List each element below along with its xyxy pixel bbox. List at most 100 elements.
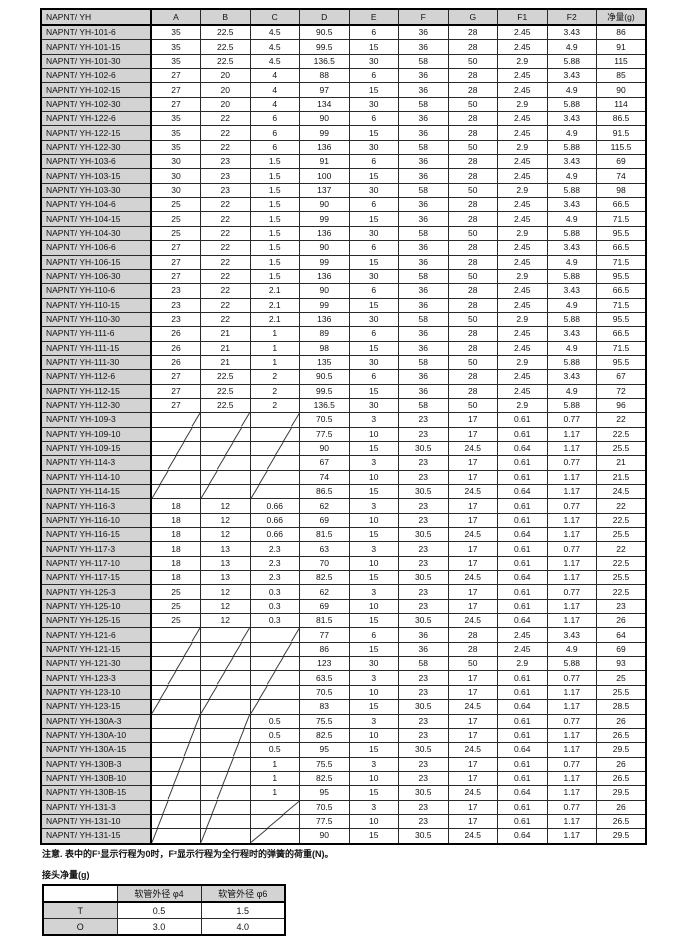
cell: 28	[447, 340, 498, 356]
cell: 97	[299, 82, 350, 98]
cell: 28	[447, 154, 498, 170]
row-label: NAPNT/ YH-114-3	[40, 455, 152, 471]
row-label: NAPNT/ YH-123-3	[40, 670, 152, 686]
cell: 69	[596, 154, 647, 170]
cell: 1.17	[546, 613, 597, 629]
footnote: 注意. 表中的F¹显示行程为0时，F²显示行程为全行程时的弹簧的荷重(N)。	[42, 849, 334, 859]
cell: 5.88	[546, 182, 597, 199]
cell: 114	[596, 96, 647, 113]
cell: 17	[447, 584, 498, 600]
cell: 3.0	[116, 918, 202, 936]
cell: 0.77	[546, 455, 597, 471]
row-label: T	[42, 901, 118, 919]
cell: 15	[348, 297, 399, 313]
cell: 58	[398, 139, 449, 156]
table-row: NAPNT/ YH-114-15 86.5 15 30.5 24.5 0.64 1.17 24…	[40, 483, 647, 500]
cell: 17	[447, 770, 498, 787]
table-row: NAPNT/ YH-130B-15 1 95 15 30.5 24.5 0.64 1.17 29…	[40, 785, 647, 801]
cell: 82.5	[299, 727, 350, 744]
row-label: NAPNT/ YH-110-15	[40, 297, 152, 313]
table-row: NAPNT/ YH-101-15 35 22.5 4.5 99.5 15 36 28 2.45 4…	[40, 39, 647, 55]
cell: 30	[150, 182, 201, 199]
cell: 15	[348, 785, 399, 801]
cell: 27	[150, 82, 201, 98]
cell: 25.5	[596, 684, 647, 701]
table-row: NAPNT/ YH-102-15 27 20 4 97 15 36 28 2.45 4.9 90	[40, 82, 647, 98]
cell: 15	[348, 641, 399, 658]
cell: 136.5	[299, 53, 350, 70]
row-label: NAPNT/ YH-130B-15	[40, 785, 152, 801]
cell	[150, 770, 201, 787]
cell: 71.5	[596, 211, 647, 227]
cell	[150, 627, 201, 643]
cell	[150, 699, 201, 715]
cell: 4.9	[546, 641, 597, 658]
cell: 0.64	[497, 785, 548, 801]
cell: 17	[447, 555, 498, 572]
cell: 1.17	[546, 469, 597, 486]
cell	[150, 426, 201, 442]
cell: 20	[200, 82, 251, 98]
row-label: NAPNT/ YH-122-6	[40, 111, 152, 127]
cell: 1.17	[546, 727, 597, 744]
cell: 3.43	[546, 154, 597, 170]
cell: 22.5	[596, 555, 647, 572]
table-row: NAPNT/ YH-109-10 77.5 10 23 17 0.61 1.17 22.5	[40, 426, 647, 442]
slash-line-icon	[201, 700, 250, 713]
cell	[249, 684, 300, 701]
cell: 24.5	[447, 828, 498, 845]
cell: 30	[348, 268, 399, 285]
cell: 15	[348, 440, 399, 457]
cell: 2.9	[497, 139, 548, 156]
cell: 10	[348, 813, 399, 830]
row-label: NAPNT/ YH-131-3	[40, 799, 152, 815]
joint-header-row: 软管外径 φ4 软管外径 φ6	[42, 884, 286, 903]
cell: 1.5	[249, 254, 300, 270]
cell: 15	[348, 828, 399, 845]
cell: 5.88	[546, 53, 597, 70]
cell: 13	[200, 555, 251, 572]
cell: 2.45	[497, 383, 548, 399]
row-label: NAPNT/ YH-109-15	[40, 440, 152, 457]
cell: 1.17	[546, 426, 597, 442]
row-label: NAPNT/ YH-111-15	[40, 340, 152, 356]
cell: 86	[299, 641, 350, 658]
cell	[249, 799, 300, 815]
column-header: NAPNT/ YH	[40, 8, 152, 26]
cell: 24.5	[447, 527, 498, 543]
slash-line-icon	[251, 671, 300, 684]
table-row: NAPNT/ YH-123-15 83 15 30.5 24.5 0.64 1.17 28.5	[40, 699, 647, 715]
cell: 0.64	[497, 527, 548, 543]
table-row: NAPNT/ YH-122-15 35 22 6 99 15 36 28 2.45 4.9 91.5	[40, 125, 647, 141]
cell: 18	[150, 527, 201, 543]
slash-line-icon	[152, 628, 200, 641]
slash-line-icon	[251, 413, 300, 426]
cell: 98	[299, 340, 350, 356]
cell: 25	[150, 584, 201, 600]
cell: 1	[249, 354, 300, 371]
row-label: NAPNT/ YH-117-3	[40, 541, 152, 557]
cell: 74	[299, 469, 350, 486]
cell: 2.45	[497, 68, 548, 84]
table-row: NAPNT/ YH-130A-15 0.5 95 15 30.5 24.5 0.64 1.17…	[40, 742, 647, 758]
cell: 2.9	[497, 182, 548, 199]
cell: 1.17	[546, 598, 597, 615]
row-label: NAPNT/ YH-122-15	[40, 125, 152, 141]
cell: 30.5	[398, 570, 449, 586]
row-label: NAPNT/ YH-122-30	[40, 139, 152, 156]
cell	[200, 713, 251, 729]
cell: 22	[596, 498, 647, 514]
cell: 3.43	[546, 326, 597, 342]
slash-line-icon	[152, 643, 200, 656]
cell: 36	[398, 82, 449, 98]
cell: 3	[348, 756, 399, 772]
cell: 17	[447, 713, 498, 729]
cell: 22.5	[200, 24, 251, 41]
cell: 12	[200, 498, 251, 514]
cell: 3.43	[546, 24, 597, 41]
cell: 75.5	[299, 756, 350, 772]
row-label: NAPNT/ YH-114-15	[40, 483, 152, 500]
cell: 0.77	[546, 584, 597, 600]
cell: 35	[150, 53, 201, 70]
cell: 1.17	[546, 813, 597, 830]
